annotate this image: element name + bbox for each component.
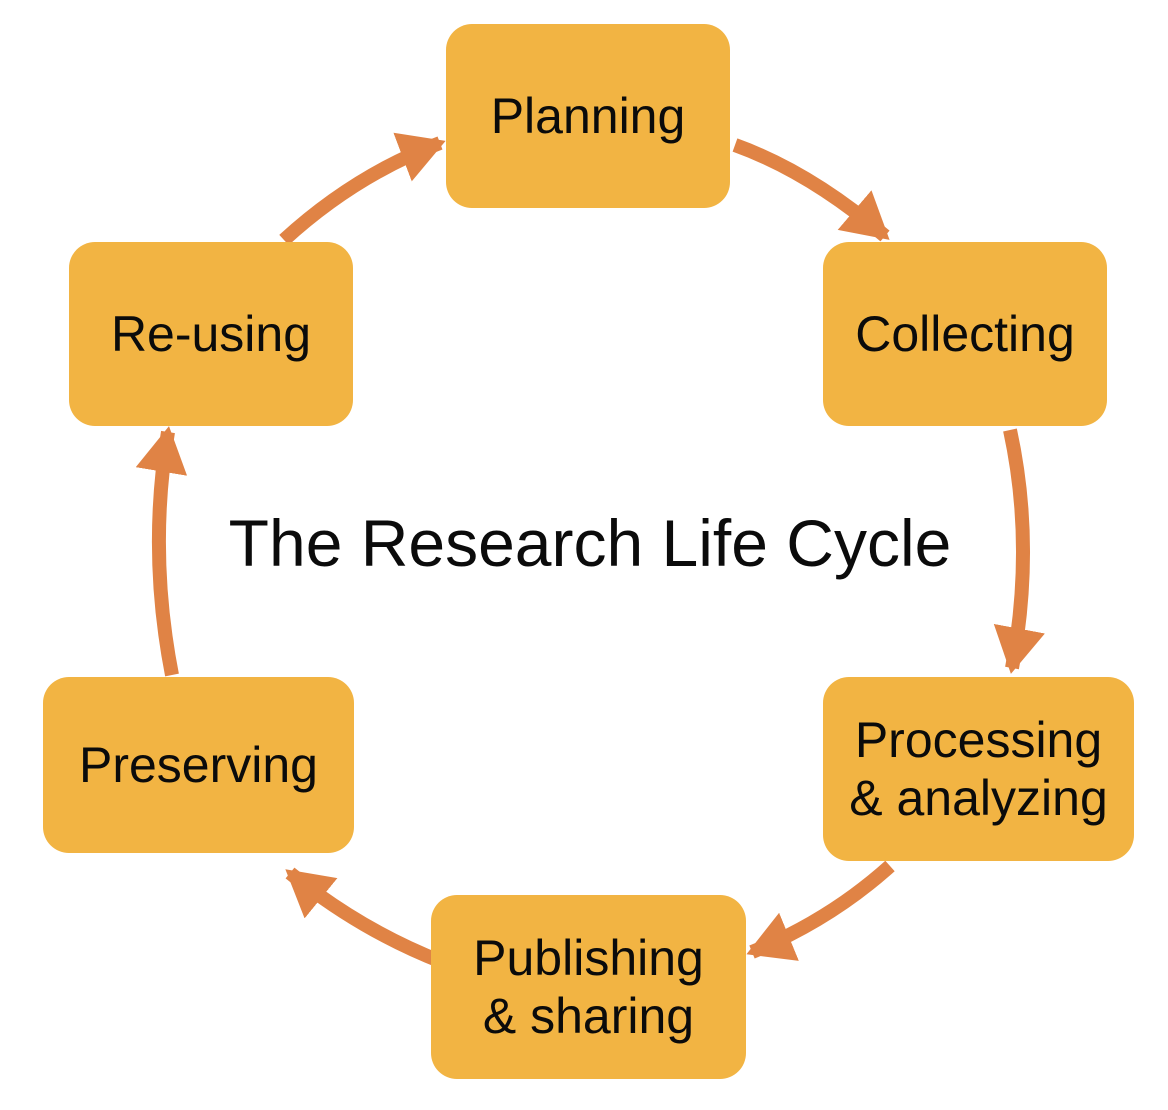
arrow-processing-to-publishing xyxy=(746,860,895,961)
arrow-collecting-to-processing xyxy=(993,428,1045,674)
stage-planning-label: Planning xyxy=(490,88,686,144)
stage-collecting: Collecting xyxy=(823,242,1107,426)
diagram-title: The Research Life Cycle xyxy=(228,506,952,580)
arrow-planning-to-collecting xyxy=(732,138,890,242)
stage-preserving-label: Preserving xyxy=(79,737,318,793)
stage-processing-label-line1: Processing xyxy=(854,712,1103,768)
stage-publishing-label-line1: Publishing xyxy=(473,930,704,986)
stage-preserving: Preserving xyxy=(43,677,354,853)
stage-collecting-label: Collecting xyxy=(855,306,1075,362)
arrow-reusing-to-planning xyxy=(279,132,446,246)
stage-reusing: Re-using xyxy=(69,242,353,426)
stage-planning: Planning xyxy=(446,24,730,208)
stage-publishing: Publishing & sharing xyxy=(431,895,746,1079)
stage-publishing-label-line2: & sharing xyxy=(482,988,695,1044)
arrow-publishing-to-preserving xyxy=(285,867,445,969)
stage-processing: Processing & analyzing xyxy=(823,677,1134,861)
stage-reusing-label: Re-using xyxy=(110,306,312,362)
stage-processing-label-line2: & analyzing xyxy=(849,770,1108,826)
arrow-preserving-to-reusing xyxy=(135,426,188,677)
